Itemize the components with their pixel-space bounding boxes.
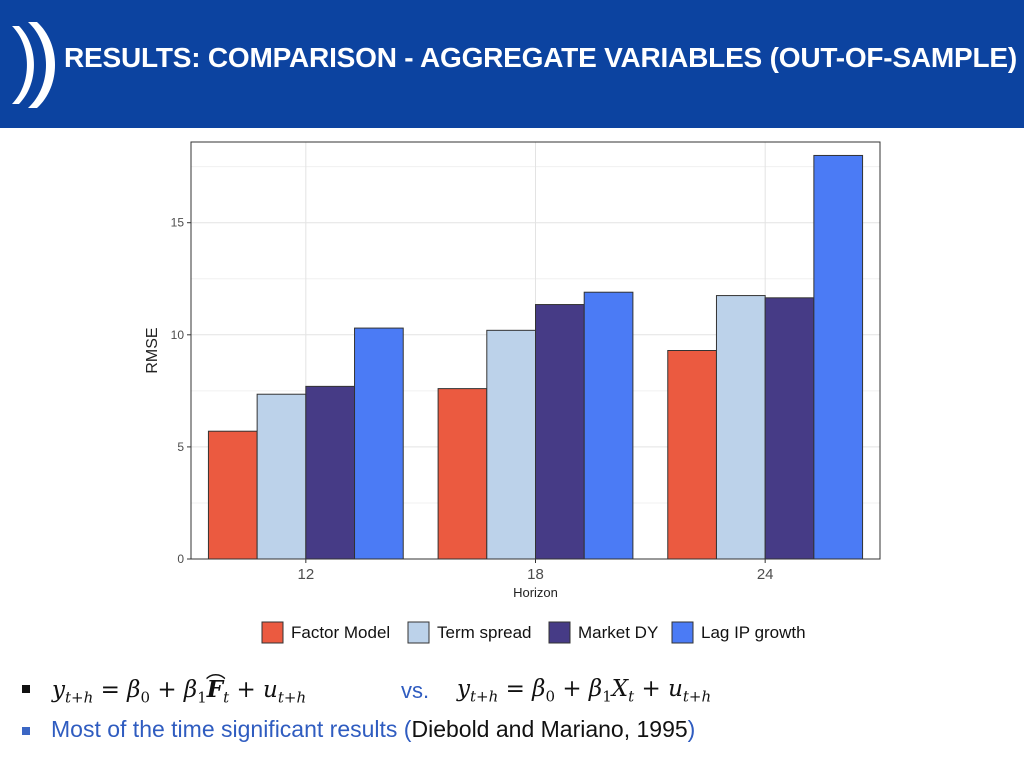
square-bullet-icon — [22, 685, 30, 693]
eq2-beta1: β — [588, 676, 603, 702]
x-tick-label: 24 — [757, 566, 774, 583]
eq2-plus: + — [562, 676, 582, 702]
closing-paren: ) — [687, 716, 696, 742]
bar — [583, 291, 634, 560]
bar — [715, 295, 766, 560]
eq2-beta0: β — [532, 676, 546, 702]
citation: Diebold and Mariano, 1995 — [411, 716, 688, 742]
eq2-x: X — [611, 676, 629, 702]
bar — [535, 304, 585, 560]
legend-label: Factor Model — [291, 623, 390, 642]
eq-beta0-sub: 0 — [140, 688, 151, 707]
bar — [764, 297, 815, 560]
bullet-list: yt+h = β0 + β1 ⌒ Ft + ut+h vs. yt+h = β0 +… — [22, 672, 1012, 756]
eq-plus: + — [236, 677, 256, 703]
bar — [667, 350, 717, 560]
eq-equals: = — [100, 677, 120, 703]
x-tick-label: 18 — [527, 566, 544, 583]
legend-label: Term spread — [437, 623, 531, 642]
x-axis-title: Horizon — [513, 585, 558, 600]
y-tick-label: 5 — [177, 440, 184, 454]
legend-swatch — [671, 621, 694, 644]
eq2-u-sub: t+h — [682, 687, 712, 706]
eq2-y-sub: t+h — [470, 687, 499, 706]
bullet-formula: yt+h = β0 + β1 ⌒ Ft + ut+h vs. yt+h = β0 +… — [22, 672, 1012, 716]
legend-swatch — [548, 621, 571, 644]
bullet-significance: Most of the time significant results (Di… — [22, 716, 1012, 756]
eq-y-sub: t+h — [65, 688, 94, 707]
y-tick-label: 0 — [177, 552, 184, 566]
bar — [813, 154, 864, 560]
square-bullet-icon — [22, 727, 30, 735]
eq-u-sub: t+h — [277, 688, 307, 707]
eq-beta0: β — [127, 677, 141, 703]
y-tick-label: 15 — [171, 216, 185, 230]
wide-hat-icon: ⌒ — [205, 672, 226, 696]
slide-title: RESULTS: COMPARISON - AGGREGATE VARIABLE… — [64, 42, 1018, 73]
rmse-bar-chart: 0 5 10 15 12 18 24 Horizon RMSE Factor Model Term … — [144, 141, 881, 644]
bar — [486, 329, 536, 560]
eq-y: y — [52, 677, 65, 703]
slide-header: RESULTS: COMPARISON - AGGREGATE VARIABLE… — [0, 0, 1024, 128]
legend-swatch — [261, 621, 284, 644]
eq2-y: y — [457, 676, 470, 702]
bar — [305, 385, 356, 560]
bar — [256, 393, 307, 560]
factor-model-equation: yt+h = β0 + β1 ⌒ Ft + ut+h — [52, 672, 307, 707]
benchmark-equation: yt+h = β0 + β1Xt + ut+h — [457, 676, 711, 706]
y-axis-title: RMSE — [144, 327, 161, 373]
significance-text: Most of the time significant results (Di… — [51, 716, 695, 743]
eq2-plus: + — [641, 676, 661, 702]
y-tick-label: 10 — [171, 328, 185, 342]
eq2-equals: = — [505, 676, 525, 702]
x-tick-label: 12 — [297, 566, 314, 583]
eq2-beta0-sub: 0 — [545, 687, 556, 706]
eq2-x-sub: t — [628, 687, 635, 706]
eq2-u: u — [668, 676, 683, 702]
eq-beta1: β — [183, 677, 198, 703]
eq-u: u — [263, 677, 278, 703]
vs-label: vs. — [401, 678, 430, 703]
eq-factor-letter: F — [206, 676, 224, 703]
double-parenthesis-logo-icon — [12, 22, 55, 108]
legend-label: Market DY — [578, 623, 658, 642]
eq-plus: + — [157, 677, 177, 703]
eq2-beta1-sub: 1 — [602, 687, 612, 706]
legend-swatch — [407, 621, 430, 644]
bar — [354, 327, 404, 560]
eq-factor-sub: t — [223, 688, 230, 707]
legend-label: Lag IP growth — [701, 623, 806, 642]
bar — [437, 388, 488, 560]
eq-beta1-sub: 1 — [197, 688, 207, 707]
bar — [207, 430, 258, 560]
significance-label: Most of the time significant results ( — [51, 716, 412, 742]
eq-factor: ⌒ Ft — [206, 672, 230, 707]
